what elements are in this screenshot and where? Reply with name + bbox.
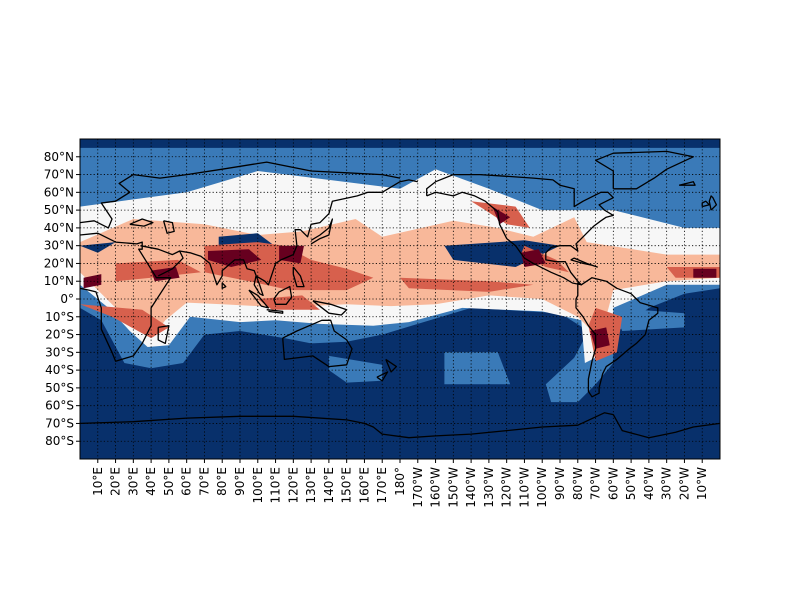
lon-label: 130°E [304,467,318,504]
lon-label: 170°W [411,467,425,508]
coastline [575,277,659,398]
coastline [594,150,694,190]
lon-label: 70°W [589,467,603,500]
lon-label: 40°E [144,467,158,496]
lon-label: 170°E [375,467,389,504]
lon-label: 110°E [269,467,283,504]
lon-label: 90°W [553,467,567,500]
lon-label: 50°W [624,467,638,500]
lon-label: 60°E [180,467,194,496]
lon-label: 140°W [464,467,478,508]
lon-label: 20°E [109,467,123,496]
lon-label: 160°W [429,467,443,508]
lon-label: 10°W [695,467,709,500]
precip-band [279,245,304,264]
lon-label: 120°W [500,467,514,508]
gridlines [80,139,720,459]
lon-label: 20°W [677,467,691,500]
lat-label: 80°S [45,434,74,448]
lon-label: 130°W [482,467,496,508]
coastline [157,325,170,345]
precip-band [444,240,560,267]
axis-ticks [76,156,703,463]
precip-band [693,268,717,278]
lon-label: 80°W [571,467,585,500]
lat-label: 30°N [44,239,74,253]
precip-band [520,249,546,267]
lat-label: 60°S [45,399,74,413]
lat-label: 20°N [44,256,74,270]
precip-band [400,277,534,292]
longitude-labels: 10°E 20°E 30°E 40°E 50°E 60°E 70°E 80°E 90°E 100°… [91,467,709,508]
lon-label: 40°W [642,467,656,500]
lon-label: 100°W [535,467,549,508]
coastline [678,181,696,186]
lon-label: 100°E [251,467,265,504]
precip-band [80,304,169,339]
lat-label: 10°N [44,274,74,288]
lat-label: 30°S [45,345,74,359]
lat-label: 20°S [45,328,74,342]
lon-label: 150°E [340,467,354,504]
coastline [708,195,718,211]
lat-label: 40°N [44,221,74,235]
lat-label: 10°S [45,310,74,324]
lon-label: 90°E [233,467,247,496]
coastline [248,289,270,309]
precip-band [444,352,511,385]
lon-label: 110°W [517,467,531,508]
lon-label: 140°E [322,467,336,504]
precip-band [208,249,262,267]
lat-label: 80°N [44,150,74,164]
coastline [312,300,348,316]
latitude-labels: 80°N 70°N 60°N 50°N 40°N 30°N 20°N 10°N 0° 10°S 20… [44,150,74,448]
lon-label: 150°W [446,467,460,508]
lon-label: 70°E [197,467,211,496]
lon-label: 180° [393,467,407,496]
lon-label: 160°E [357,467,371,504]
lat-label: 50°N [44,203,74,217]
lat-label: 70°N [44,168,74,182]
precip-band [80,242,116,253]
lat-label: 40°S [45,363,74,377]
lon-label: 10°E [91,467,105,496]
lat-label: 0° [60,292,74,306]
lon-label: 30°E [126,467,140,496]
coastline [162,220,175,234]
lat-label: 60°N [44,185,74,199]
coastline [292,266,305,288]
lon-label: 120°E [286,467,300,504]
precip-band [328,355,383,383]
coastline [129,218,154,227]
precip-band [83,274,102,289]
coastline [385,358,398,373]
coastline [570,257,598,268]
lon-label: 50°E [162,467,176,496]
coastline [80,161,401,229]
lat-label: 70°S [45,416,74,430]
lon-label: 30°W [660,467,674,500]
lat-label: 50°S [45,381,74,395]
lon-label: 80°E [215,467,229,496]
lon-label: 60°W [606,467,620,500]
coastline [273,285,293,305]
coastline [310,218,334,245]
coastline [266,309,284,314]
